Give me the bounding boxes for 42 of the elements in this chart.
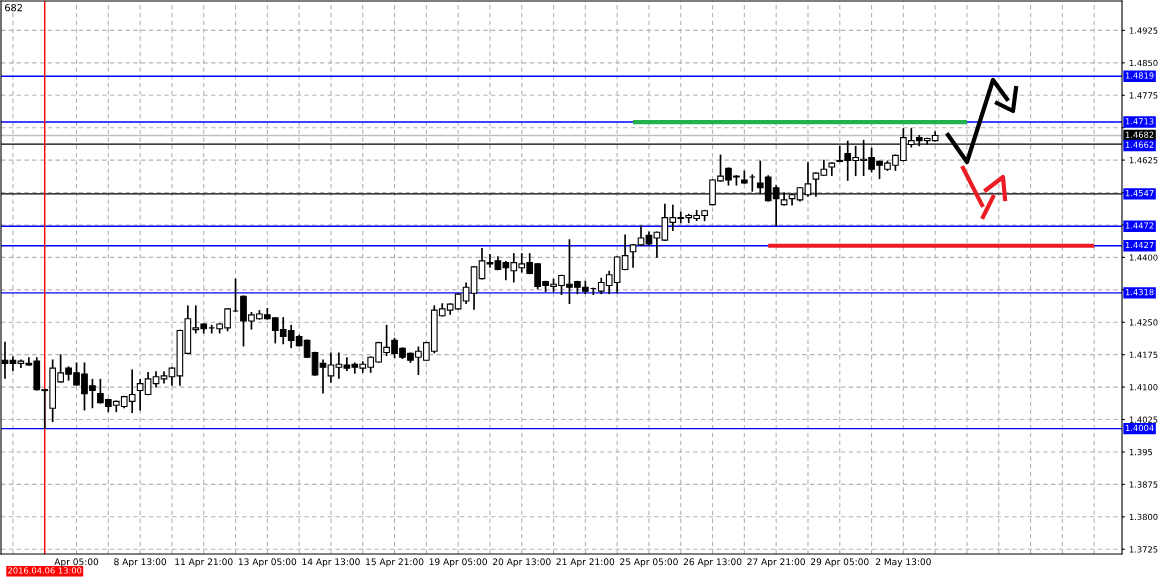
ref-line-label: 1.4682 <box>1125 131 1154 138</box>
x-tick-label: 15 Apr 21:00 <box>366 558 424 567</box>
x-tick-label: 2 May 13:00 <box>875 558 931 567</box>
ref-line-label: 1.4547 <box>1125 190 1154 197</box>
annotation: 682 <box>5 3 22 12</box>
y-tick-label: 1.395 <box>1129 448 1153 456</box>
candlestick <box>319 359 327 394</box>
x-tick-label: 27 Apr 21:00 <box>747 558 805 567</box>
y-tick-label: 1.4850 <box>1129 59 1158 67</box>
y-tick-label: 1.4100 <box>1129 384 1158 391</box>
x-tick-label: 11 Apr 21:00 <box>175 558 233 567</box>
x-tick-label: 13 Apr 05:00 <box>238 558 297 567</box>
y-tick-label: 1.4250 <box>1129 319 1158 326</box>
x-tick-label: 20 Apr 13:00 <box>492 558 551 567</box>
candlestick <box>478 247 486 280</box>
y-tick-label: 1.4175 <box>1129 351 1158 358</box>
x-tick-label: Apr 05:00 <box>54 558 99 567</box>
y-tick-label: 1.3800 <box>1129 513 1158 521</box>
candlestick <box>637 225 645 246</box>
x-tick-label: 8 Apr 13:00 <box>114 558 167 567</box>
x-tick-label: 21 Apr 21:00 <box>556 558 615 567</box>
ref-line-label: 1.4819 <box>1125 72 1154 79</box>
y-tick-label: 1.4625 <box>1129 157 1158 164</box>
y-tick-label: 1.4025 <box>1129 416 1158 423</box>
x-tick-label: 29 Apr 05:00 <box>810 558 869 567</box>
ref-line-label: 1.4318 <box>1125 288 1154 296</box>
x-tick-label: 26 Apr 13:00 <box>683 558 742 567</box>
y-tick-label: 1.4775 <box>1129 92 1158 99</box>
x-tick-label: 25 Apr 05:00 <box>620 558 678 567</box>
y-tick-label: 1.3875 <box>1129 481 1158 488</box>
ref-line-label: 1.4004 <box>1125 424 1154 432</box>
y-tick-label: 1.3725 <box>1129 546 1158 553</box>
y-tick-label: 1.4400 <box>1129 254 1158 261</box>
ref-line-label: 1.4713 <box>1125 118 1154 125</box>
candlestick <box>629 244 637 268</box>
x-tick-label: 19 Apr 05:00 <box>429 558 487 567</box>
ref-line-label: 1.4472 <box>1125 222 1154 229</box>
x-tick-label: 14 Apr 13:00 <box>302 558 360 567</box>
ref-line-label: 1.4427 <box>1125 241 1154 249</box>
y-tick-label: 1.4925 <box>1129 27 1158 34</box>
x-tick-label: 2016.04.06 13:00 <box>8 567 82 574</box>
ref-line-label: 1.4662 <box>1125 141 1154 148</box>
